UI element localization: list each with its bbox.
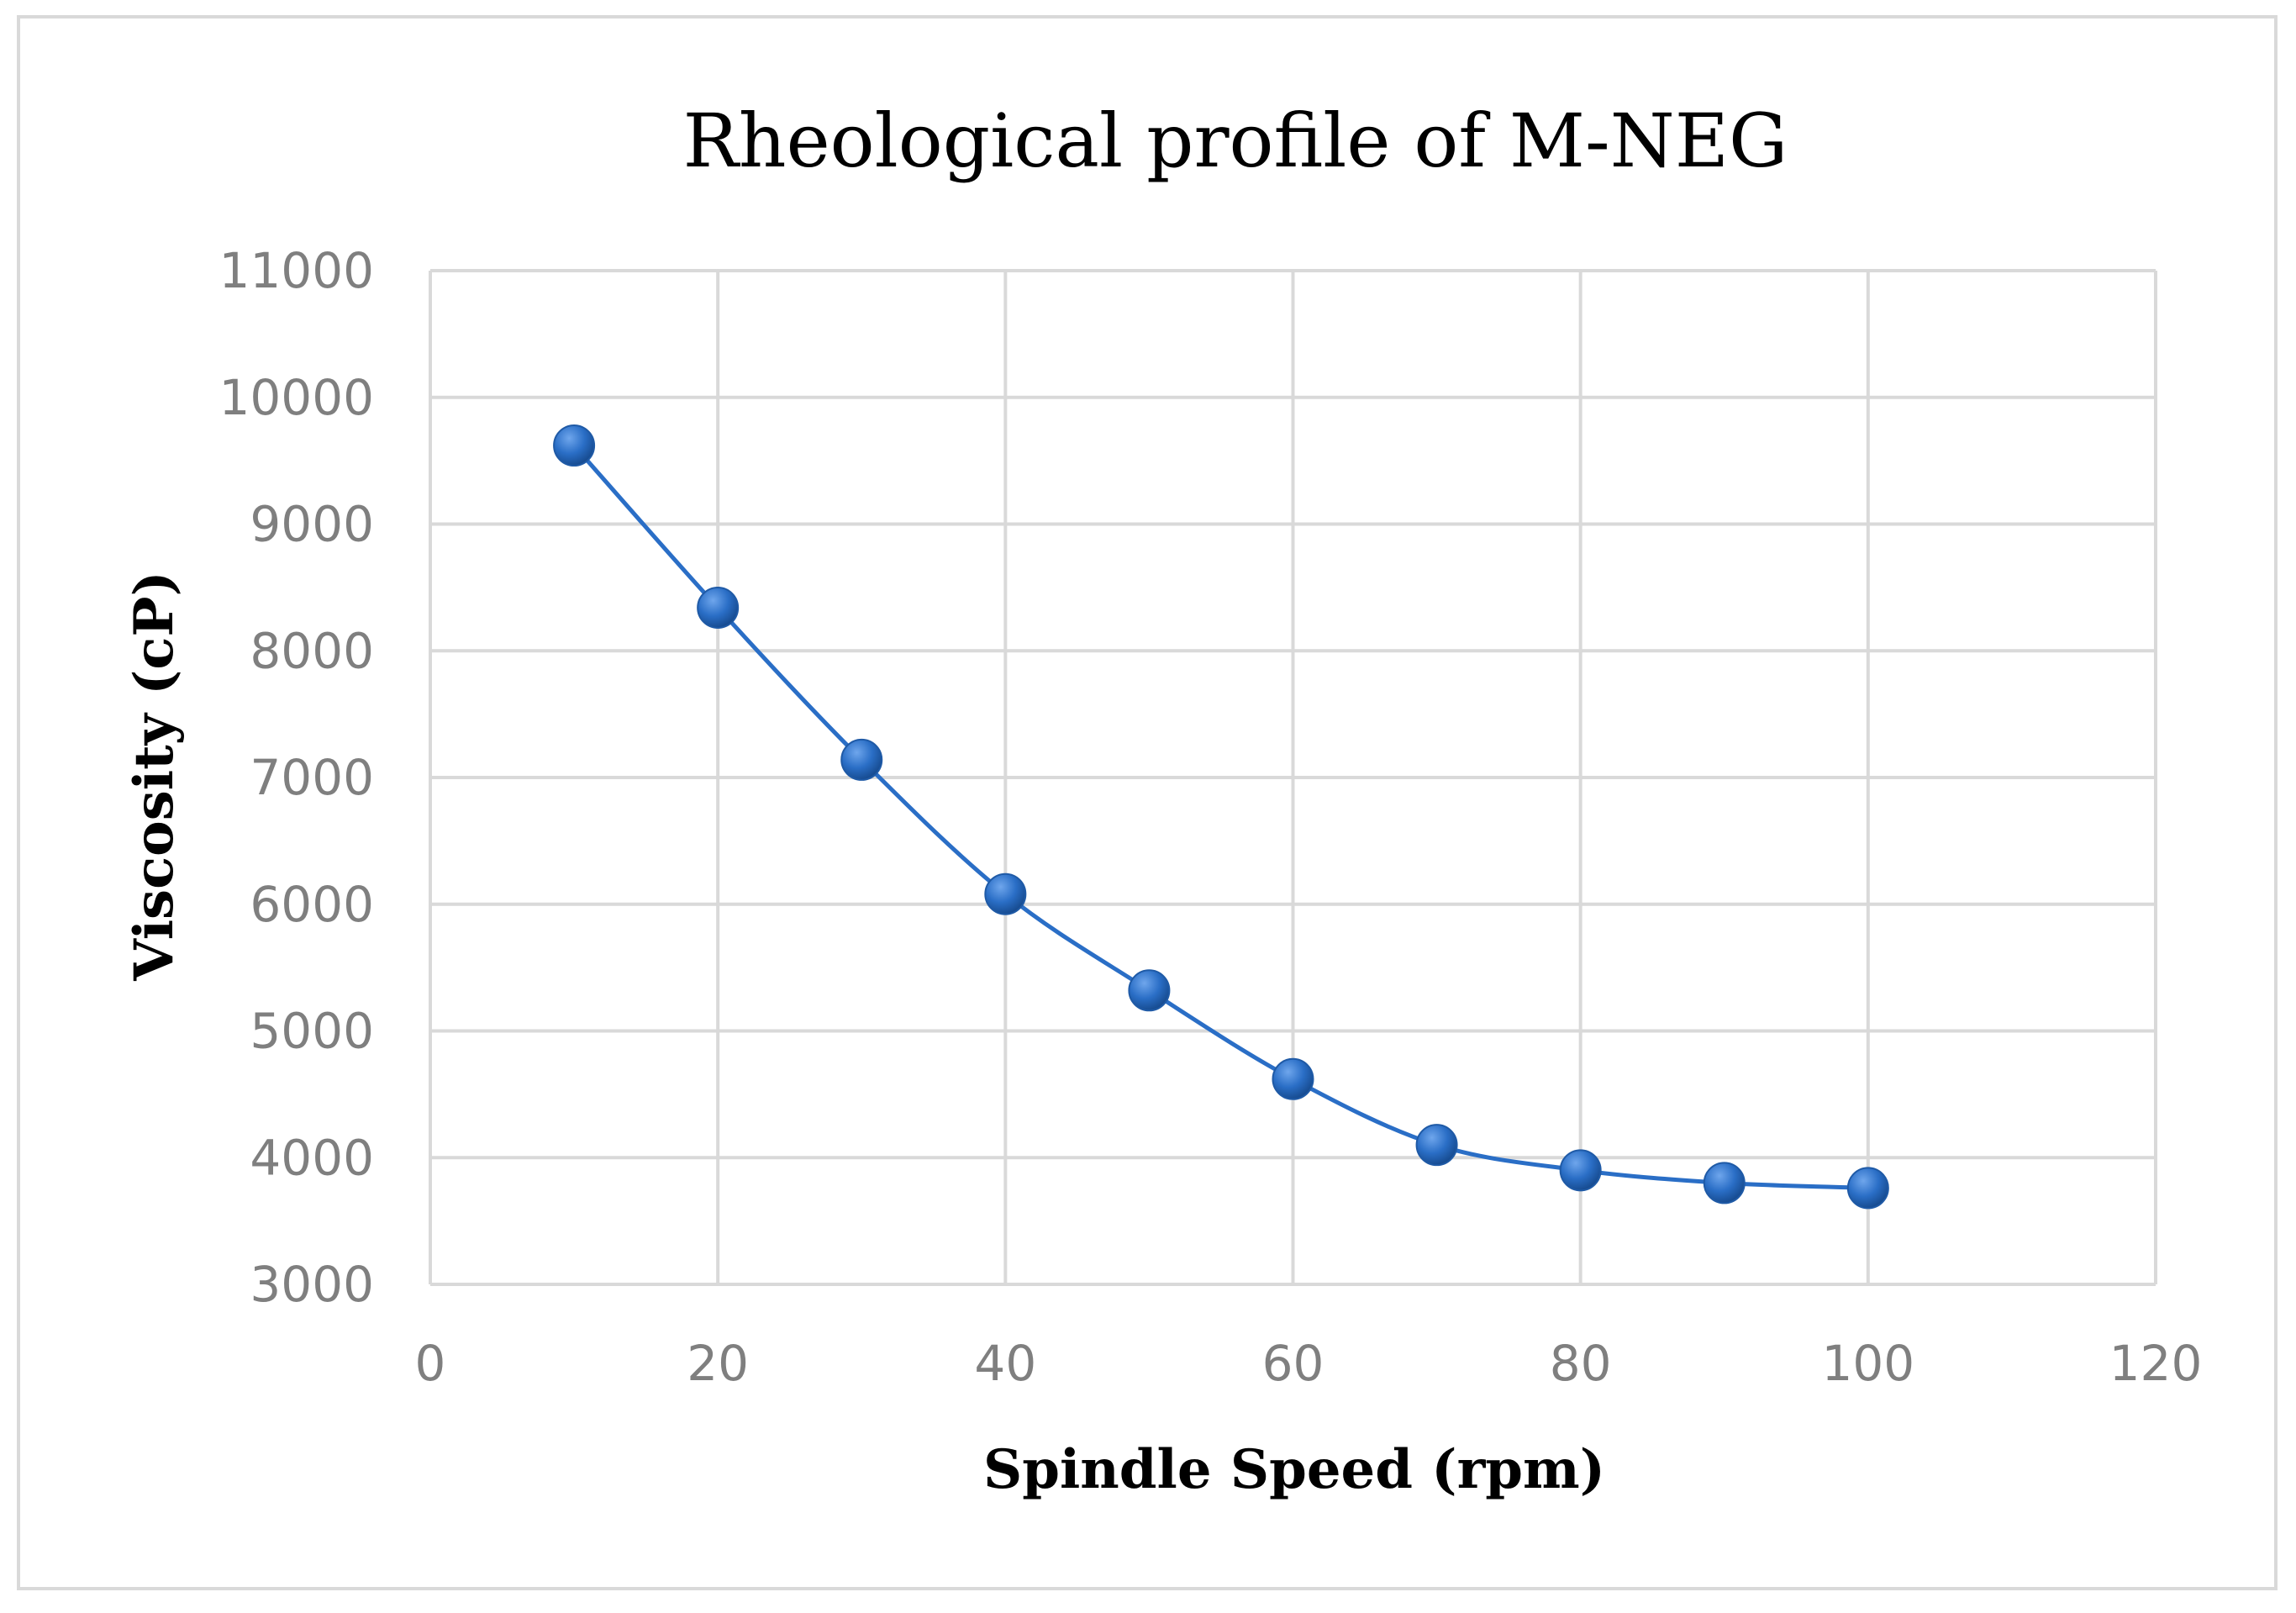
y-axis-label: Viscosity (cP) [123,571,186,982]
y-tick-label: 10000 [219,369,374,426]
y-tick-label: 9000 [250,496,374,553]
data-point [984,872,1027,915]
chart-frame [17,15,2278,1590]
x-tick-label: 120 [2109,1335,2203,1392]
grid-lines [429,269,2157,1286]
x-tick-label: 60 [1262,1335,1324,1392]
data-point [1559,1149,1602,1192]
data-point [1272,1057,1314,1100]
x-axis-label: Spindle Speed (rpm) [983,1438,1605,1501]
data-point [1703,1162,1746,1204]
y-axis-ticks: 3000 4000 5000 6000 7000 8000 9000 10000 11000 [219,242,374,1313]
series-line [572,444,1868,1190]
data-point [1415,1124,1458,1167]
data-point [553,424,596,467]
x-tick-label: 40 [974,1335,1036,1392]
y-tick-label: 8000 [250,622,374,679]
x-tick-label: 0 [415,1335,446,1392]
y-tick-label: 11000 [219,242,374,299]
data-point [840,738,883,781]
chart-title: Rheological profile of M-NEG [683,98,1788,184]
x-tick-label: 100 [1821,1335,1914,1392]
y-tick-label: 4000 [250,1129,374,1186]
y-tick-label: 3000 [250,1256,374,1313]
data-point [1128,969,1171,1012]
x-axis-ticks: 0 20 40 60 80 100 120 [415,1335,2203,1392]
x-tick-label: 80 [1550,1335,1612,1392]
data-point [1846,1167,1889,1210]
series-layer [553,424,1889,1210]
y-tick-label: 6000 [250,876,374,933]
x-tick-label: 20 [687,1335,749,1392]
data-point [697,586,740,629]
y-tick-label: 7000 [250,749,374,806]
y-tick-label: 5000 [250,1003,374,1060]
